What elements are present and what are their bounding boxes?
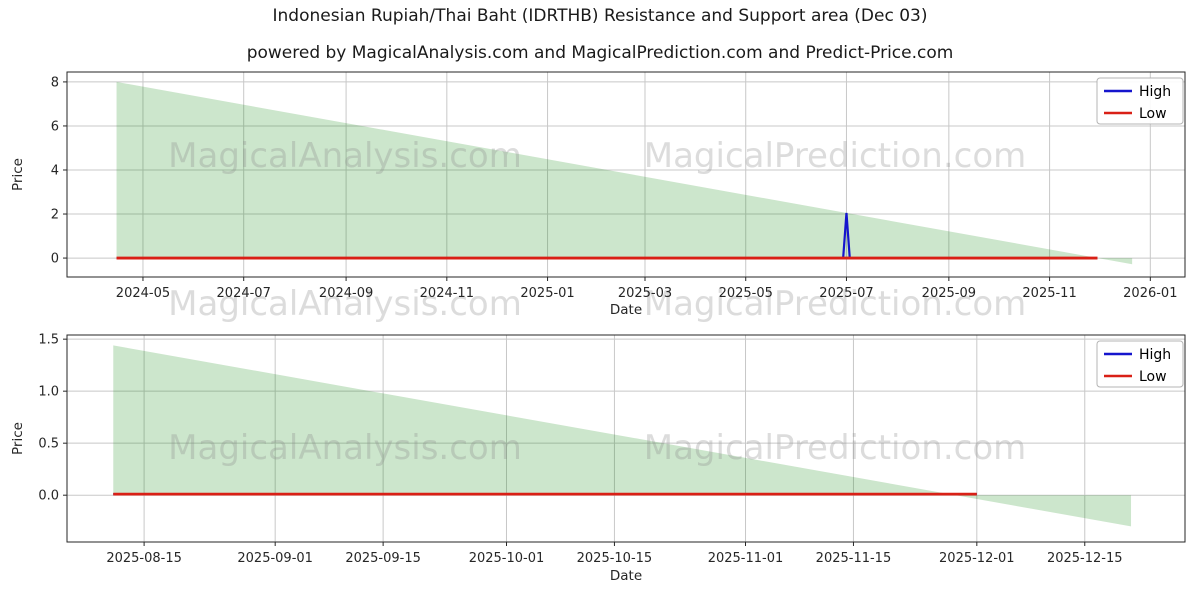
legend-low-label: Low — [1139, 106, 1167, 122]
x-tick-label: 2024-11 — [420, 286, 474, 301]
bottom-chart-y-axis: 0.0 0.5 1.0 1.5 Price — [10, 333, 67, 504]
x-tick-label: 2025-11 — [1022, 286, 1076, 301]
watermark-left: MagicalAnalysis.com — [168, 284, 522, 324]
x-tick-label: 2025-01 — [520, 286, 574, 301]
y-tick-label: 0 — [51, 252, 59, 267]
x-tick-label: 2025-07 — [819, 286, 873, 301]
y-tick-label: 1.5 — [38, 333, 59, 348]
top-chart: MagicalAnalysis.com MagicalPrediction.com… — [10, 71, 1186, 324]
bottom-chart-x-axis: 2025-08-15 2025-09-01 2025-09-15 2025-10-01… — [106, 542, 1123, 584]
chart-title: Indonesian Rupiah/Thai Baht (IDRTHB) Res… — [272, 6, 928, 26]
bottom-chart: MagicalAnalysis.com MagicalPrediction.com… — [10, 333, 1186, 584]
watermark-right: MagicalPrediction.com — [644, 428, 1027, 468]
x-tick-label: 2024-07 — [217, 286, 271, 301]
y-tick-label: 1.0 — [38, 385, 59, 400]
y-axis-label: Price — [10, 158, 26, 191]
support-area — [113, 345, 1132, 527]
x-tick-label: 2025-09-15 — [345, 551, 421, 566]
x-tick-label: 2025-09 — [922, 286, 976, 301]
x-tick-label: 2025-10-15 — [577, 551, 653, 566]
watermark-left: MagicalAnalysis.com — [168, 428, 522, 468]
x-tick-label: 2025-10-01 — [469, 551, 545, 566]
x-tick-label: 2025-05 — [719, 286, 773, 301]
x-tick-label: 2025-08-15 — [106, 551, 182, 566]
x-axis-label: Date — [610, 302, 642, 318]
x-tick-label: 2025-11-01 — [708, 551, 784, 566]
top-chart-frame — [66, 71, 1186, 278]
legend-high-label: High — [1139, 84, 1171, 100]
y-tick-label: 2 — [51, 208, 59, 223]
watermark-right: MagicalPrediction.com — [644, 136, 1027, 176]
x-tick-label: 2026-01 — [1123, 286, 1177, 301]
legend-high-label: High — [1139, 347, 1171, 363]
x-tick-label: 2024-05 — [116, 286, 170, 301]
x-tick-label: 2025-11-15 — [816, 551, 892, 566]
x-tick-label: 2025-12-01 — [939, 551, 1015, 566]
y-tick-label: 0.5 — [38, 437, 59, 452]
watermark-right: MagicalPrediction.com — [644, 284, 1027, 324]
x-tick-label: 2025-03 — [618, 286, 672, 301]
top-chart-y-axis: 0 2 4 6 8 Price — [10, 75, 67, 267]
y-tick-label: 0.0 — [38, 489, 59, 504]
top-chart-x-axis: 2024-05 2024-07 2024-09 2024-11 2025-01 2025-… — [116, 277, 1177, 318]
watermark-left: MagicalAnalysis.com — [168, 136, 522, 176]
x-axis-label: Date — [610, 568, 642, 584]
bottom-chart-legend: High Low — [1096, 340, 1184, 388]
y-tick-label: 8 — [51, 75, 59, 90]
x-tick-label: 2025-12-15 — [1047, 551, 1123, 566]
chart-subtitle: powered by MagicalAnalysis.com and Magic… — [246, 43, 954, 63]
support-area — [116, 81, 1133, 265]
x-tick-label: 2024-09 — [319, 286, 373, 301]
y-axis-label: Price — [10, 422, 26, 455]
x-tick-label: 2025-09-01 — [237, 551, 313, 566]
bottom-chart-frame — [66, 334, 1186, 543]
bottom-chart-grid — [67, 335, 1185, 542]
top-chart-legend: High Low — [1096, 77, 1184, 125]
y-tick-label: 4 — [51, 163, 59, 178]
y-tick-label: 6 — [51, 119, 59, 134]
legend-low-label: Low — [1139, 369, 1167, 385]
